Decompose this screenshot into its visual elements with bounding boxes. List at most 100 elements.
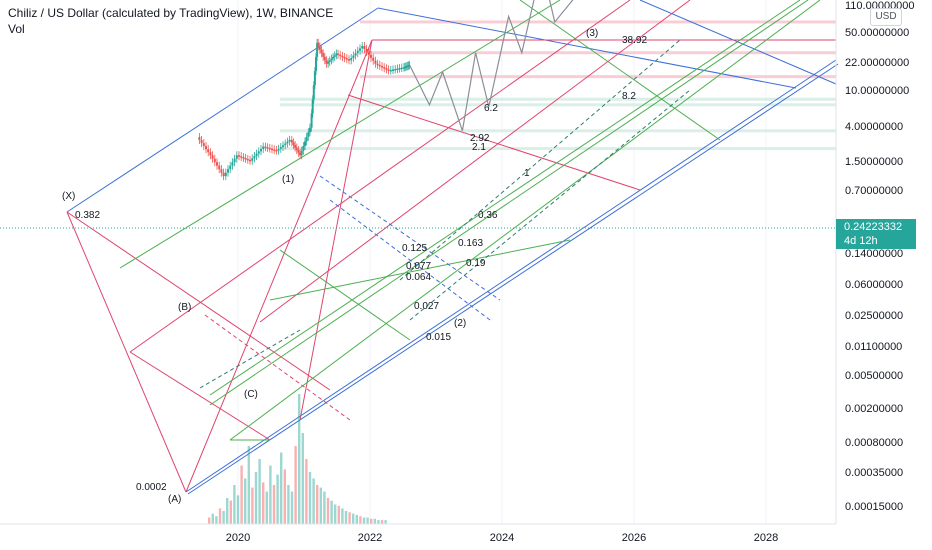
candle-body	[406, 65, 409, 68]
fib-diag-green	[519, 0, 721, 141]
volume-bar	[272, 485, 276, 524]
candle-body	[300, 150, 303, 156]
candle-body	[297, 150, 300, 153]
candle-body	[356, 50, 359, 54]
candle-body	[318, 46, 321, 50]
time-axis[interactable]: 2020 2022 2024 2026 2028	[226, 532, 778, 544]
price-axis-label: 0.00035000	[845, 467, 903, 479]
candle-body	[253, 156, 256, 159]
volume-bar	[287, 485, 290, 524]
candle-body	[367, 51, 370, 55]
candle-body	[307, 132, 310, 137]
currency-scale-button[interactable]: USD	[870, 8, 902, 26]
pitchfork-upper-line	[66, 7, 379, 213]
candle-body	[304, 141, 306, 147]
candle-body	[266, 147, 269, 149]
candle-body	[381, 65, 383, 68]
candle-body	[354, 53, 357, 56]
annotation-label: (A)	[168, 494, 181, 505]
annotation-label: (X)	[62, 191, 75, 202]
annotation-label: 6.2	[484, 103, 498, 114]
volume-bar	[308, 472, 312, 524]
candle-body	[277, 148, 280, 151]
plot-background	[0, 0, 836, 524]
annotation-label: 0.027	[414, 301, 439, 312]
volume-bar	[366, 517, 369, 524]
candle-body	[273, 149, 276, 151]
candle-body	[310, 113, 313, 128]
dashed-channel-5	[199, 329, 301, 389]
candle-body	[387, 69, 390, 71]
fib-diag-red	[347, 94, 641, 191]
dashed-channel-2	[329, 199, 491, 321]
volume-bar	[222, 511, 225, 524]
volume-bar	[208, 517, 211, 524]
annotation-label: 0.36	[478, 210, 498, 221]
bar-countdown: 4d 12h	[844, 235, 878, 247]
price-axis[interactable]: 110.0000000050.0000000022.0000000010.000…	[845, 0, 915, 513]
candle-body	[345, 58, 348, 60]
volume-bar	[262, 482, 265, 524]
price-axis-label: 1.50000000	[845, 156, 903, 168]
chart-header: Chiliz / US Dollar (calculated by Tradin…	[8, 6, 333, 36]
candle-body	[359, 48, 361, 51]
volume-bar	[251, 487, 254, 524]
candle-body	[242, 157, 245, 159]
candle-body	[327, 62, 330, 64]
candle-body	[235, 155, 238, 159]
volume-bar	[359, 516, 362, 524]
candle-body	[400, 67, 403, 70]
annotation-label: 0.163	[458, 238, 483, 249]
candle-body	[224, 172, 227, 177]
candle-body	[341, 55, 344, 58]
candle-body	[249, 159, 251, 162]
candle-body	[308, 127, 311, 133]
volume-indicator-label[interactable]: Vol	[8, 22, 25, 36]
time-axis-label: 2028	[754, 532, 778, 544]
candle-body	[370, 54, 372, 58]
candle-body	[363, 46, 366, 49]
candle-body	[403, 67, 405, 69]
candle-body	[405, 66, 408, 68]
volume-bar	[218, 508, 222, 524]
fib-diag-red-2	[129, 351, 271, 441]
price-axis-label: 0.00015000	[845, 501, 903, 513]
volume-bar	[269, 465, 272, 524]
volume-bar	[355, 514, 358, 524]
chart-annotations: (X)0.382 (A)0.0002 (B) (C) (1) (2) (3) 0.125 0.0…	[62, 28, 647, 505]
candle-body	[335, 53, 338, 56]
symbol-title[interactable]: Chiliz / US Dollar (calculated by Tradin…	[8, 6, 334, 20]
candle-body	[229, 165, 232, 170]
volume-bar	[229, 500, 232, 524]
volume-bar	[294, 446, 297, 524]
candle-body	[337, 53, 339, 56]
candle-body	[288, 139, 291, 142]
price-zone	[280, 129, 836, 133]
volume-bar	[337, 505, 340, 524]
candle-body	[275, 149, 278, 152]
candle-body	[207, 149, 210, 153]
annotation-label: (3)	[586, 28, 598, 39]
volume-bar	[290, 491, 294, 524]
price-axis-label: 4.00000000	[845, 121, 903, 133]
candle-body	[317, 42, 320, 47]
volume-bar	[370, 518, 373, 524]
candle-body	[376, 63, 379, 66]
price-axis-label: 0.70000000	[845, 185, 903, 197]
candle-body	[231, 162, 234, 166]
candle-body	[302, 146, 305, 151]
candle-body	[213, 158, 216, 163]
price-zone	[280, 147, 836, 151]
annotation-label: 0.125	[402, 243, 427, 254]
candle-body	[320, 49, 323, 54]
price-zone	[360, 51, 836, 55]
candle-body	[330, 58, 333, 61]
candle-body	[227, 169, 229, 173]
candle-body	[312, 85, 315, 100]
volume-bar	[298, 394, 301, 524]
candle-body	[361, 46, 364, 49]
fib-channel-red-1	[129, 0, 631, 353]
fib-channel-green-3	[209, 0, 809, 406]
volume-bar	[330, 500, 333, 524]
